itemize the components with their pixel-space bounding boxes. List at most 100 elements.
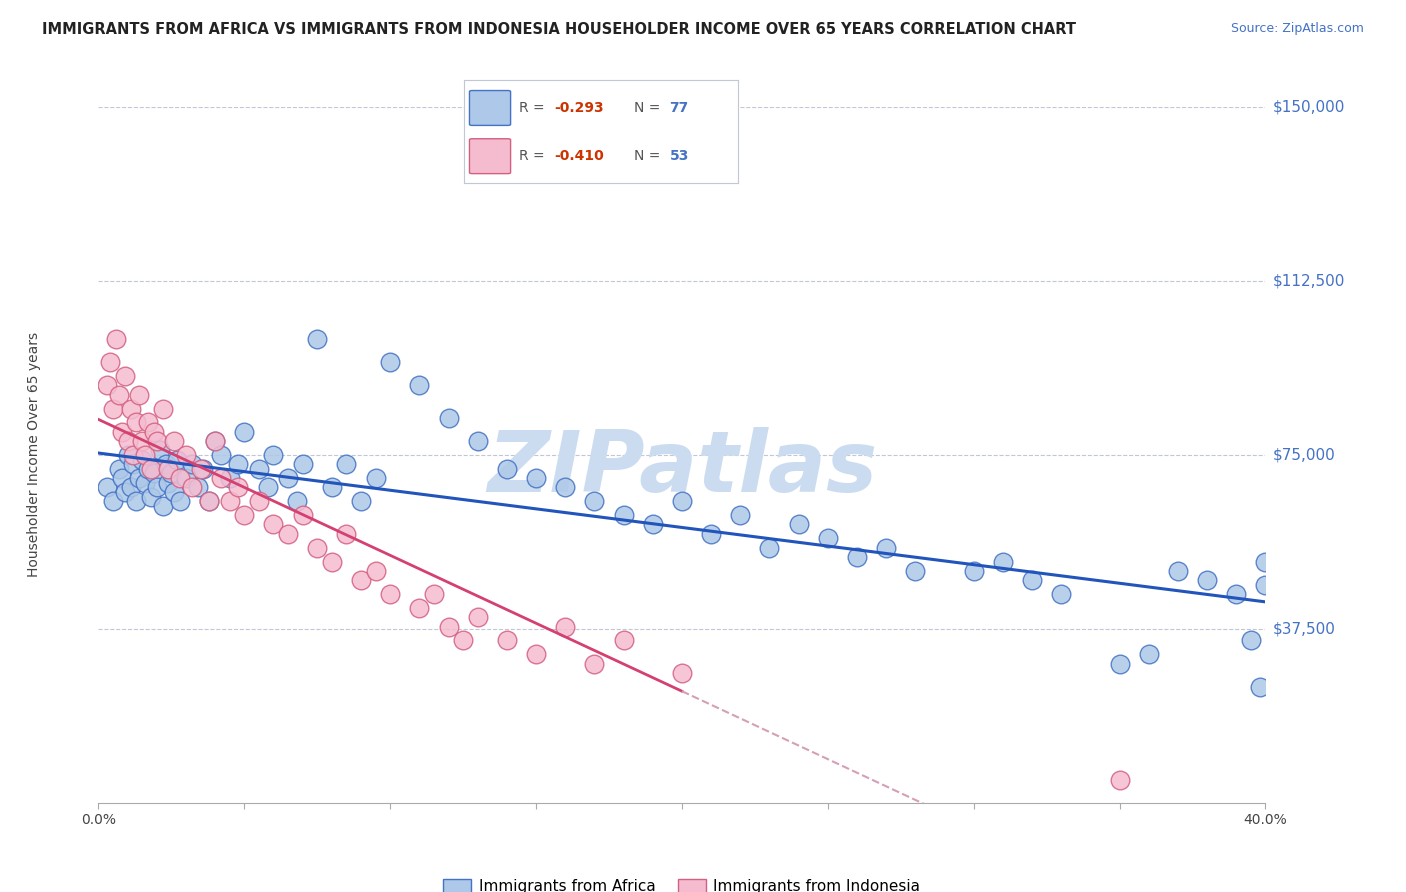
Point [218, 471, 240, 485]
Text: 77: 77 [669, 101, 689, 115]
Point [1021, 573, 1043, 587]
Text: $75,000: $75,000 [1272, 448, 1336, 462]
Point [108, 387, 131, 401]
Point [1254, 555, 1277, 569]
Point [845, 549, 868, 564]
Point [108, 462, 131, 476]
Point [350, 494, 373, 508]
Point [98, 355, 121, 369]
FancyBboxPatch shape [470, 139, 510, 174]
Point [169, 471, 191, 485]
Text: N =: N = [634, 149, 665, 163]
Point [96, 480, 118, 494]
Point [120, 480, 142, 494]
Point [437, 410, 460, 425]
Point [247, 462, 270, 476]
Point [307, 541, 329, 555]
Point [285, 494, 308, 508]
Point [1108, 772, 1130, 787]
Text: Source: ZipAtlas.com: Source: ZipAtlas.com [1230, 22, 1364, 36]
Point [495, 462, 517, 476]
Point [612, 633, 634, 648]
Point [335, 526, 357, 541]
Text: -0.293: -0.293 [554, 101, 605, 115]
Text: Householder Income Over 65 years: Householder Income Over 65 years [27, 333, 41, 577]
Point [524, 648, 547, 662]
Point [700, 526, 723, 541]
Text: R =: R = [519, 101, 548, 115]
Point [111, 425, 134, 439]
Point [1240, 633, 1263, 648]
Point [209, 471, 232, 485]
Point [364, 564, 387, 578]
Point [350, 573, 373, 587]
Point [142, 467, 165, 481]
Text: $37,500: $37,500 [1272, 622, 1336, 636]
Point [233, 425, 256, 439]
Point [423, 587, 446, 601]
Point [204, 434, 226, 448]
Point [904, 564, 927, 578]
Point [1254, 578, 1277, 592]
Point [117, 434, 139, 448]
Point [1137, 648, 1160, 662]
Point [163, 485, 186, 500]
Point [554, 619, 576, 633]
Point [408, 601, 430, 615]
Point [728, 508, 751, 523]
Point [495, 633, 517, 648]
Text: $112,500: $112,500 [1272, 274, 1344, 288]
Point [96, 378, 118, 392]
Point [228, 480, 250, 494]
Point [335, 457, 357, 471]
Point [104, 332, 127, 346]
Point [554, 480, 576, 494]
Text: -0.410: -0.410 [554, 149, 605, 163]
Point [128, 387, 150, 401]
Point [166, 452, 188, 467]
Point [209, 448, 232, 462]
Point [139, 490, 162, 504]
Text: N =: N = [634, 101, 665, 115]
Point [204, 434, 226, 448]
Point [125, 416, 148, 430]
Point [131, 434, 153, 448]
Text: R =: R = [519, 149, 548, 163]
Point [157, 462, 180, 476]
Point [277, 526, 299, 541]
Text: 53: 53 [669, 149, 689, 163]
Point [136, 462, 159, 476]
Point [136, 416, 159, 430]
Point [139, 462, 162, 476]
Point [180, 480, 202, 494]
Point [962, 564, 984, 578]
Point [583, 657, 606, 671]
Legend: Immigrants from Africa, Immigrants from Indonesia: Immigrants from Africa, Immigrants from … [437, 873, 927, 892]
Point [190, 462, 212, 476]
Point [524, 471, 547, 485]
Point [1050, 587, 1073, 601]
Point [787, 517, 810, 532]
Point [262, 448, 284, 462]
Point [583, 494, 606, 508]
Point [758, 541, 780, 555]
FancyBboxPatch shape [470, 91, 510, 126]
Point [1225, 587, 1247, 601]
Point [408, 378, 430, 392]
Point [146, 480, 169, 494]
Point [163, 434, 186, 448]
Point [364, 471, 387, 485]
Point [174, 448, 197, 462]
Point [218, 494, 240, 508]
Point [307, 332, 329, 346]
Point [256, 480, 278, 494]
Point [111, 471, 134, 485]
Point [378, 587, 402, 601]
Point [277, 471, 299, 485]
Point [321, 555, 343, 569]
Point [152, 499, 174, 513]
Point [262, 517, 284, 532]
Point [671, 494, 693, 508]
Point [125, 494, 148, 508]
Point [291, 508, 314, 523]
